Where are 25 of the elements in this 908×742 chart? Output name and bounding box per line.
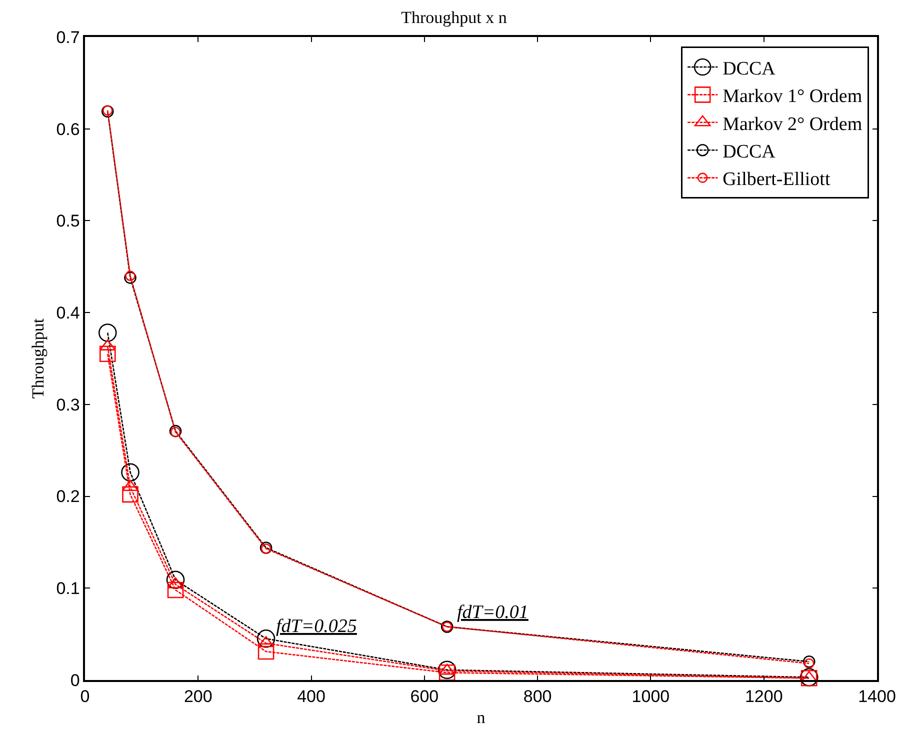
y-tick-label: 0.1 bbox=[56, 579, 80, 598]
x-tick-label: 600 bbox=[410, 687, 439, 706]
y-tick-label: 0.5 bbox=[56, 212, 80, 231]
x-tick-label: 400 bbox=[297, 687, 326, 706]
annotation: fdT=0.025 bbox=[276, 616, 357, 637]
y-tick-label: 0.4 bbox=[56, 304, 80, 323]
x-tick-label: 1400 bbox=[858, 687, 896, 706]
legend-label: DCCA bbox=[722, 58, 776, 80]
annotation: fdT=0.01 bbox=[457, 602, 528, 623]
y-tick-label: 0.2 bbox=[56, 487, 80, 506]
legend-label: Gilbert-Elliott bbox=[722, 169, 831, 190]
x-tick-label: 1200 bbox=[744, 687, 783, 706]
legend-label: Markov 1° Ordem bbox=[722, 86, 862, 108]
y-tick-label: 0.7 bbox=[56, 28, 80, 47]
x-axis-title: n bbox=[476, 708, 486, 728]
chart-title: Throughput x n bbox=[401, 8, 508, 28]
x-tick-label: 200 bbox=[184, 687, 212, 706]
y-tick-label: 0.3 bbox=[56, 395, 80, 414]
legend-label: DCCA bbox=[722, 142, 776, 163]
y-axis-title: Throughput bbox=[28, 318, 48, 399]
legend-label: Markov 2° Ordem bbox=[722, 114, 862, 135]
y-tick-label: 0.6 bbox=[56, 120, 80, 139]
x-tick-label: 1000 bbox=[632, 687, 670, 706]
y-tick-label: 0 bbox=[70, 670, 80, 690]
x-tick-label: 800 bbox=[523, 687, 552, 706]
